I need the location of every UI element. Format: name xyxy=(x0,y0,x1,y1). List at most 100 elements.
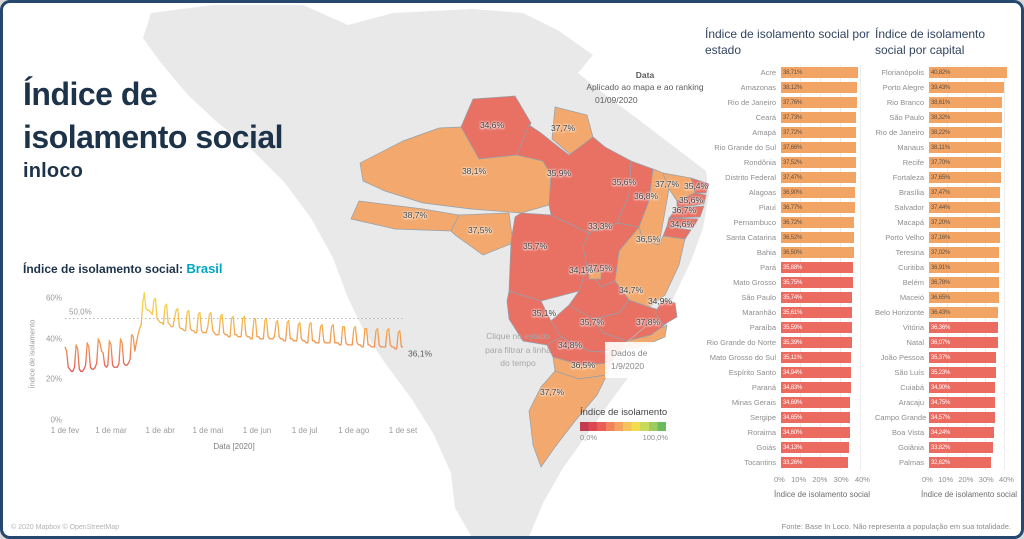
bar-row[interactable]: Amapá 37,72% xyxy=(705,125,873,140)
bar-mark[interactable]: 38,12% xyxy=(781,82,858,94)
bar-mark[interactable]: 35,11% xyxy=(781,352,852,364)
bar-mark[interactable]: 37,02% xyxy=(929,247,1000,259)
state-rio-grande-do-norte[interactable] xyxy=(690,177,710,194)
bar-mark[interactable]: 38,61% xyxy=(929,97,1003,109)
bar-row[interactable]: Teresina 37,02% xyxy=(875,245,1015,260)
bar-row[interactable]: Florianópolis 40,82% xyxy=(875,65,1015,80)
bar-mark[interactable]: 34,60% xyxy=(781,427,851,439)
bar-row[interactable]: Palmas 32,62% xyxy=(875,455,1015,470)
bar-row[interactable]: Cuiabá 34,90% xyxy=(875,380,1015,395)
bar-row[interactable]: São Paulo 38,32% xyxy=(875,110,1015,125)
bar-mark[interactable]: 35,39% xyxy=(781,337,852,349)
timeline-line-plot[interactable]: 50,0% 36,1% xyxy=(64,288,459,424)
state-alagoas[interactable] xyxy=(666,217,699,229)
bar-row[interactable]: Pernambuco 36,72% xyxy=(705,215,873,230)
bar-row[interactable]: Alagoas 36,90% xyxy=(705,185,873,200)
bar-mark[interactable]: 35,59% xyxy=(781,322,853,334)
bar-row[interactable]: Goiânia 33,82% xyxy=(875,440,1015,455)
bar-row[interactable]: São Paulo 35,74% xyxy=(705,290,873,305)
bar-mark[interactable]: 38,22% xyxy=(929,127,1002,139)
bar-mark[interactable]: 34,57% xyxy=(929,412,995,424)
bar-row[interactable]: Rio de Janeiro 38,22% xyxy=(875,125,1015,140)
bar-row[interactable]: São Luís 35,23% xyxy=(875,365,1015,380)
bar-mark[interactable]: 34,65% xyxy=(781,412,851,424)
bar-row[interactable]: Campo Grande 34,57% xyxy=(875,410,1015,425)
bar-row[interactable]: Rio Grande do Sul 37,66% xyxy=(705,140,873,155)
bar-mark[interactable]: 36,52% xyxy=(781,232,855,244)
bar-row[interactable]: Paraíba 35,59% xyxy=(705,320,873,335)
bar-row[interactable]: Vitória 36,36% xyxy=(875,320,1015,335)
bar-row[interactable]: Curitiba 36,91% xyxy=(875,260,1015,275)
bar-row[interactable]: Manaus 38,11% xyxy=(875,140,1015,155)
bar-mark[interactable]: 40,82% xyxy=(929,67,1007,79)
timeline-plot-area[interactable]: Índice de isolamento Data [2020] 50,0% 36… xyxy=(28,288,433,451)
bar-row[interactable]: Sergipe 34,65% xyxy=(705,410,873,425)
bar-mark[interactable]: 37,16% xyxy=(929,232,1000,244)
bar-mark[interactable]: 34,13% xyxy=(781,442,850,454)
bar-row[interactable]: Piauí 36,77% xyxy=(705,200,873,215)
bar-mark[interactable]: 37,72% xyxy=(781,127,857,139)
state-distrito-federal[interactable] xyxy=(588,271,602,280)
bar-row[interactable]: Maranhão 35,61% xyxy=(705,305,873,320)
state-rondonia[interactable] xyxy=(450,212,514,256)
state-paraiba[interactable] xyxy=(676,192,707,209)
bar-row[interactable]: Macapá 37,20% xyxy=(875,215,1015,230)
bar-mark[interactable]: 36,65% xyxy=(929,292,999,304)
bar-mark[interactable]: 37,47% xyxy=(929,187,1001,199)
bar-mark[interactable]: 34,75% xyxy=(929,397,996,409)
bar-row[interactable]: Aracaju 34,75% xyxy=(875,395,1015,410)
bar-row[interactable]: Goiás 34,13% xyxy=(705,440,873,455)
state-pernambuco[interactable] xyxy=(668,205,705,219)
bar-mark[interactable]: 37,65% xyxy=(929,172,1001,184)
bar-mark[interactable]: 39,43% xyxy=(929,82,1004,94)
bar-mark[interactable]: 34,69% xyxy=(781,397,851,409)
bar-mark[interactable]: 36,72% xyxy=(781,217,855,229)
bar-mark[interactable]: 37,47% xyxy=(781,172,856,184)
bar-row[interactable]: Bahia 36,50% xyxy=(705,245,873,260)
bar-row[interactable]: Porto Alegre 39,43% xyxy=(875,80,1015,95)
bar-row[interactable]: João Pessoa 35,37% xyxy=(875,350,1015,365)
bar-row[interactable]: Belo Horizonte 36,43% xyxy=(875,305,1015,320)
bar-row[interactable]: Recife 37,70% xyxy=(875,155,1015,170)
bar-mark[interactable]: 37,76% xyxy=(781,97,857,109)
bar-row[interactable]: Amazonas 38,12% xyxy=(705,80,873,95)
bar-row[interactable]: Maceió 36,65% xyxy=(875,290,1015,305)
bar-row[interactable]: Minas Gerais 34,69% xyxy=(705,395,873,410)
bar-row[interactable]: Natal 36,07% xyxy=(875,335,1015,350)
state-espirito-santo[interactable] xyxy=(654,298,678,326)
bar-mark[interactable]: 38,11% xyxy=(929,142,1002,154)
bar-mark[interactable]: 36,07% xyxy=(929,337,998,349)
bar-mark[interactable]: 36,77% xyxy=(781,202,855,214)
bar-mark[interactable]: 32,62% xyxy=(929,457,991,469)
bar-mark[interactable]: 38,32% xyxy=(929,112,1002,124)
bar-row[interactable]: Distrito Federal 37,47% xyxy=(705,170,873,185)
bar-mark[interactable]: 34,90% xyxy=(929,382,996,394)
bar-row[interactable]: Acre 38,71% xyxy=(705,65,873,80)
bar-mark[interactable]: 35,74% xyxy=(781,292,853,304)
bar-mark[interactable]: 36,50% xyxy=(781,247,854,259)
bar-row[interactable]: Brasília 37,47% xyxy=(875,185,1015,200)
bar-mark[interactable]: 37,66% xyxy=(781,142,857,154)
bar-mark[interactable]: 35,37% xyxy=(929,352,997,364)
state-rio-grande-do-sul[interactable] xyxy=(528,370,608,468)
bar-mark[interactable]: 37,20% xyxy=(929,217,1000,229)
bar-mark[interactable]: 36,36% xyxy=(929,322,999,334)
bar-row[interactable]: Belém 36,78% xyxy=(875,275,1015,290)
bar-row[interactable]: Roraima 34,60% xyxy=(705,425,873,440)
bar-mark[interactable]: 37,73% xyxy=(781,112,857,124)
bar-row[interactable]: Rio de Janeiro 37,76% xyxy=(705,95,873,110)
bar-row[interactable]: Salvador 37,44% xyxy=(875,200,1015,215)
bar-row[interactable]: Santa Catarina 36,52% xyxy=(705,230,873,245)
bar-mark[interactable]: 33,82% xyxy=(929,442,994,454)
brasil-series-line[interactable] xyxy=(64,291,404,372)
bar-mark[interactable]: 37,70% xyxy=(929,157,1001,169)
bar-mark[interactable]: 36,78% xyxy=(929,277,999,289)
bar-mark[interactable]: 36,91% xyxy=(929,262,1000,274)
bar-mark[interactable]: 34,24% xyxy=(929,427,995,439)
bar-row[interactable]: Rondônia 37,52% xyxy=(705,155,873,170)
bar-mark[interactable]: 35,23% xyxy=(929,367,996,379)
bar-mark[interactable]: 35,61% xyxy=(781,307,853,319)
bar-mark[interactable]: 37,52% xyxy=(781,157,857,169)
bar-mark[interactable]: 38,71% xyxy=(781,67,859,79)
bar-row[interactable]: Tocantins 33,26% xyxy=(705,455,873,470)
